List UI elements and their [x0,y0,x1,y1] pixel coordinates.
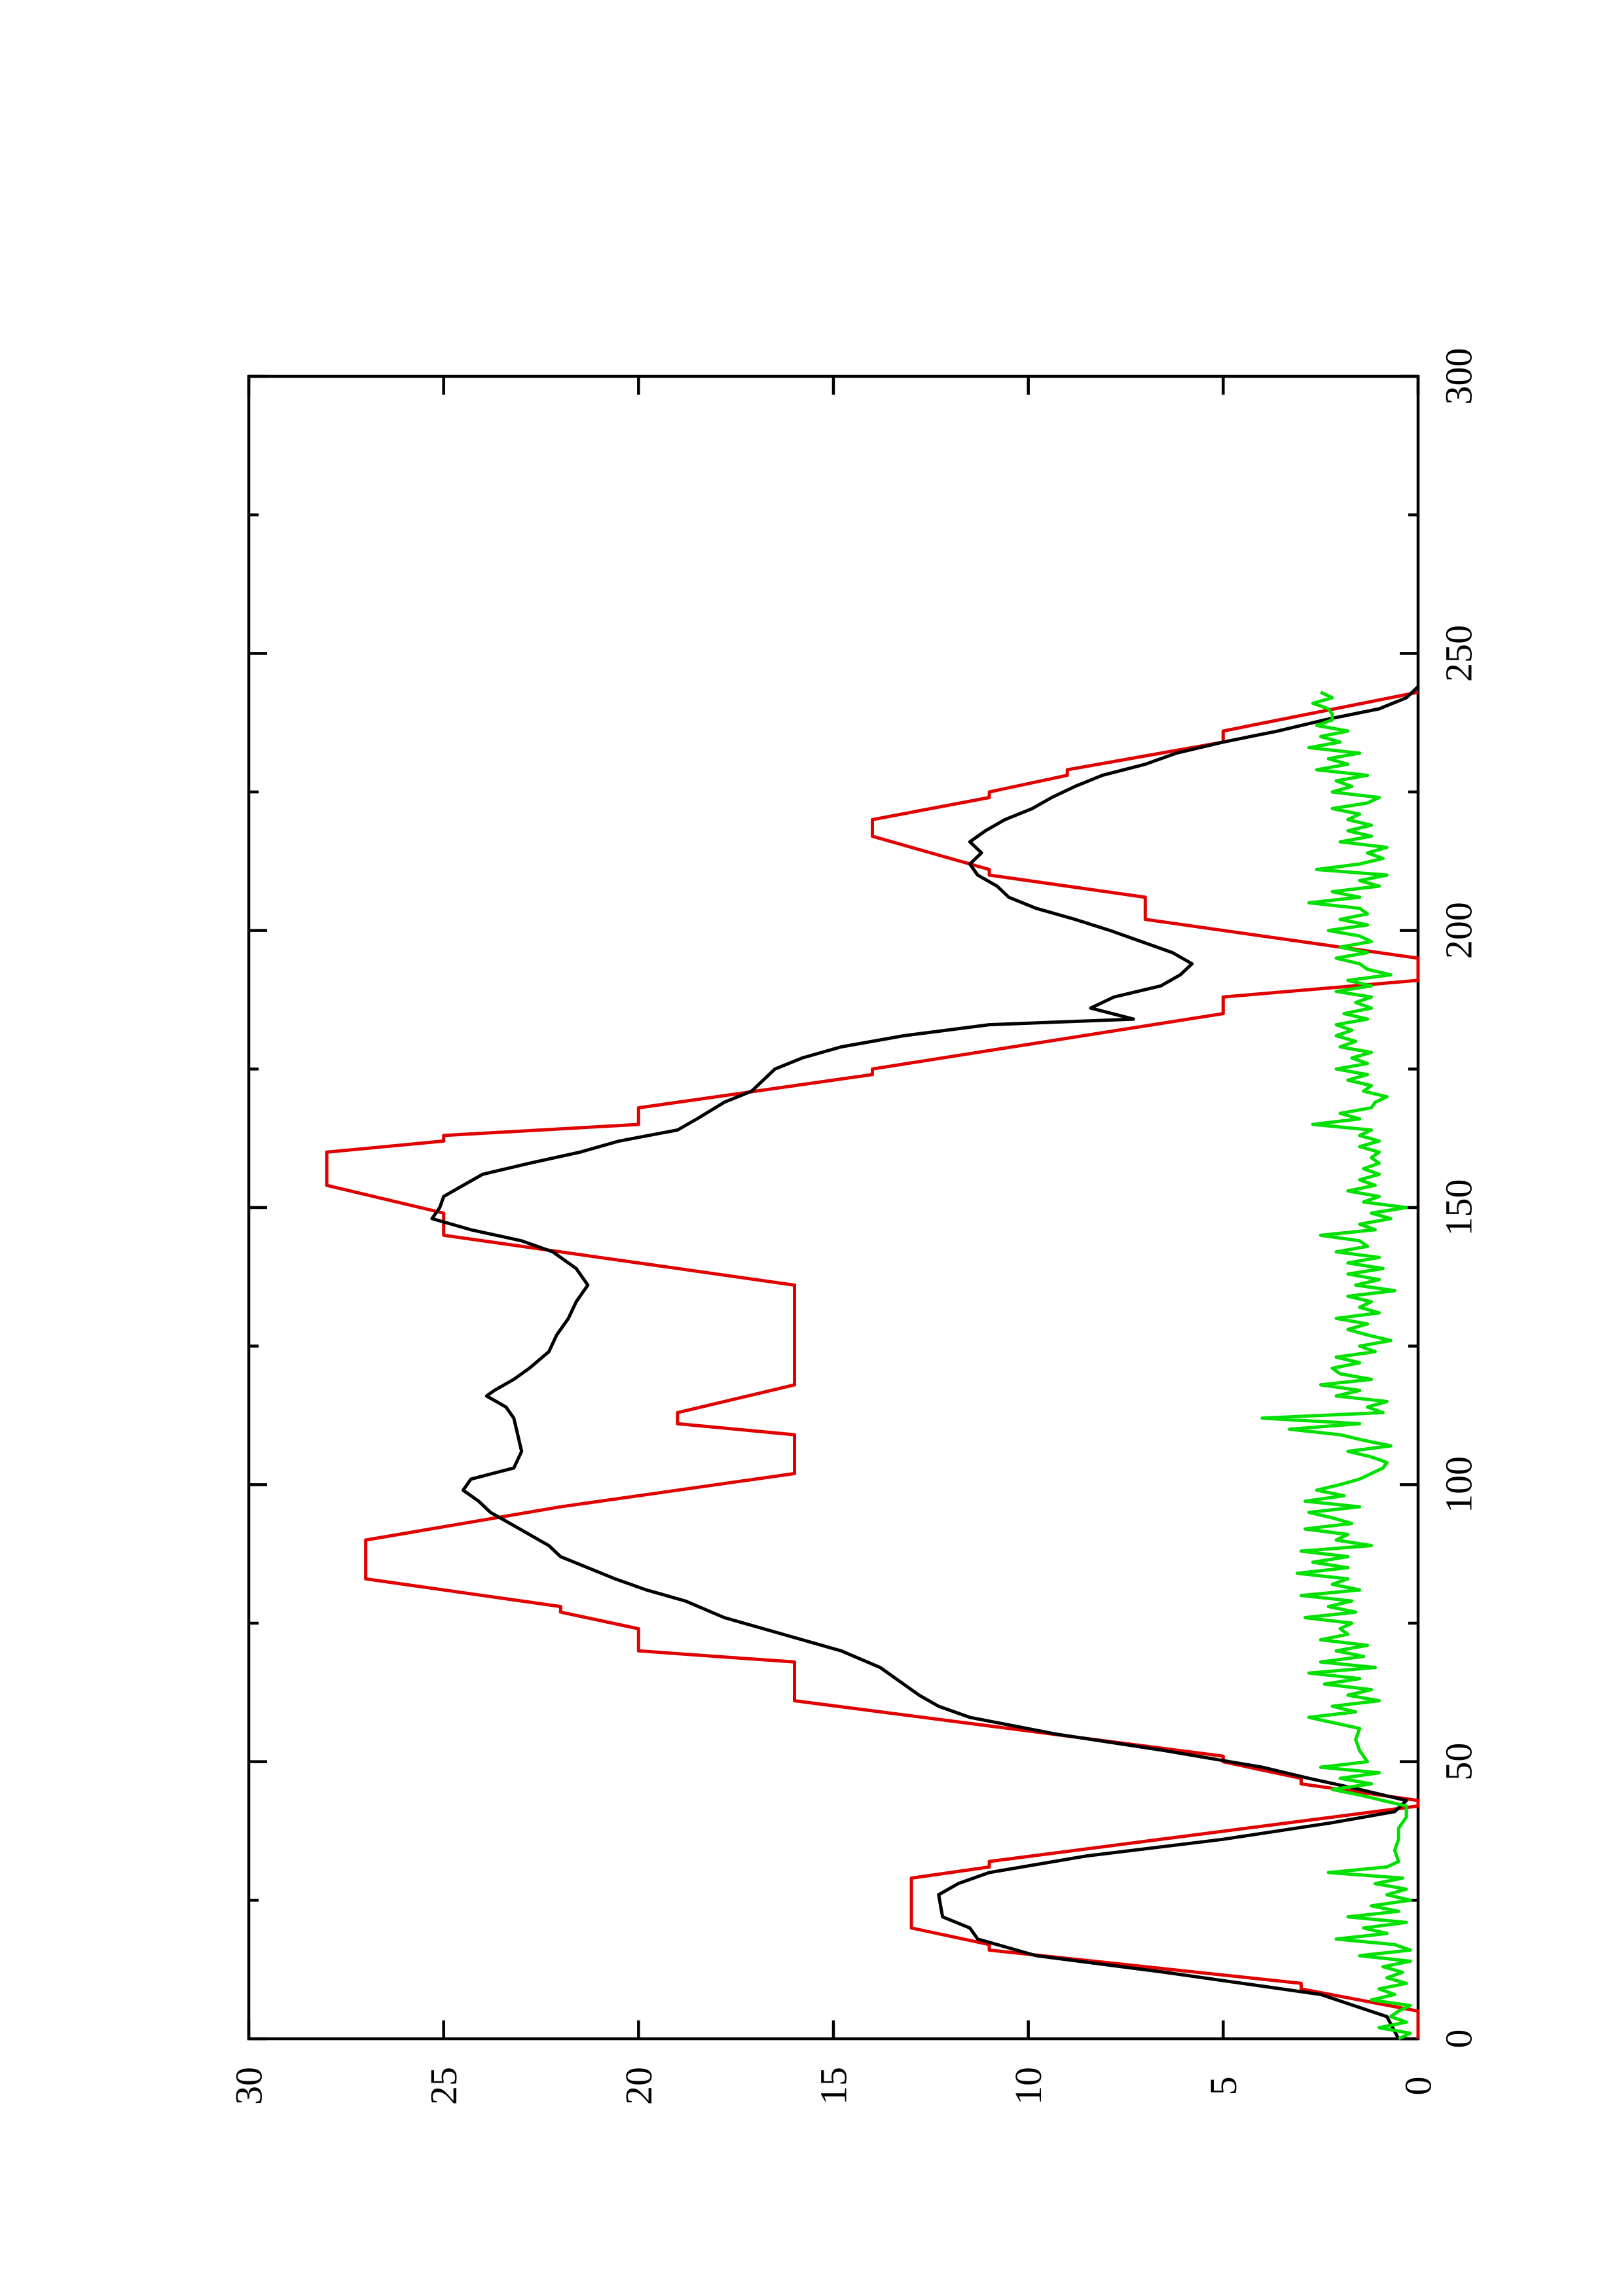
x-tick-label: 0 [1438,2030,1480,2049]
axis-ticks [247,374,1420,2041]
y-tick-label: 10 [1007,2067,1049,2105]
x-tick-label: 250 [1438,625,1480,682]
y-tick-label: 20 [617,2067,660,2105]
red-series-line [325,691,1420,2039]
series-layer [325,685,1420,2041]
x-tick-label: 50 [1438,1743,1480,1781]
y-tick-label: 0 [1397,2077,1440,2096]
y-tick-label: 30 [228,2067,270,2105]
x-tick-label: 300 [1438,348,1480,405]
axis-tick-labels: 0 50 100 150 200 250 300 0 5 10 15 20 25 30 [228,348,1480,2106]
black-series-line [430,685,1419,2040]
y-tick-label: 5 [1202,2077,1245,2096]
y-tick-label: 15 [812,2067,855,2105]
x-tick-label: 150 [1438,1179,1480,1236]
green-series-line [1260,691,1412,2041]
y-tick-label: 25 [422,2067,465,2105]
x-tick-label: 100 [1438,1456,1480,1513]
x-tick-label: 200 [1438,902,1480,959]
